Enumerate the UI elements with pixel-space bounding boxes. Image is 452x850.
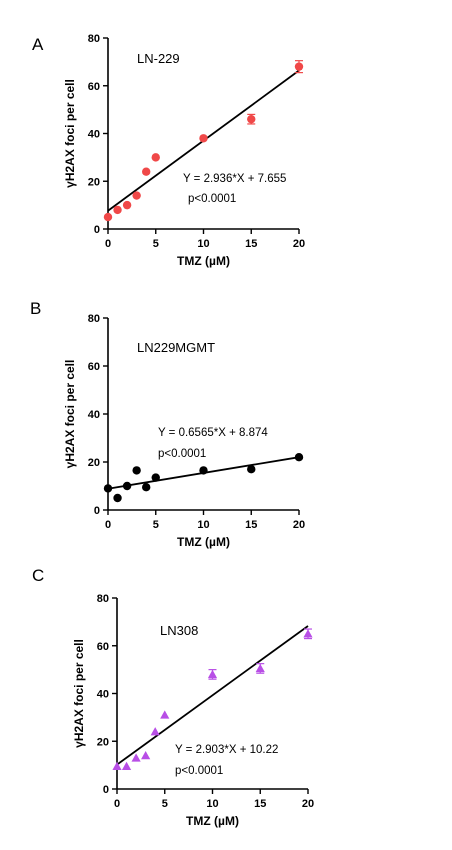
x-tick-label: 10	[206, 798, 218, 810]
y-tick-label: 80	[97, 593, 109, 605]
data-point-triangle	[303, 629, 313, 638]
data-point-circle	[103, 484, 113, 493]
data-point-triangle	[207, 669, 218, 679]
data-point-triangle	[121, 761, 132, 770]
x-tick-label: 5	[153, 238, 159, 250]
data-point-circle	[199, 134, 208, 143]
y-axis-label: γH2AX foci per cell	[72, 639, 86, 748]
data-point-circle	[247, 465, 256, 474]
series-label: LN308	[160, 623, 198, 638]
x-axis-label: TMZ (µM)	[186, 814, 239, 828]
y-tick-label: 20	[97, 736, 109, 748]
data-point-circle	[132, 466, 141, 475]
data-point-triangle	[131, 753, 141, 762]
fit-equation: Y = 0.6565*X + 8.874	[158, 427, 268, 439]
x-tick-label: 15	[254, 798, 266, 810]
data-point-triangle	[160, 710, 170, 719]
chart-panel-a: A 0 20 40 60 80 0 5 10 15 20 TMZ (µM) γH2AX foci per…	[32, 33, 305, 268]
data-point-circle	[247, 114, 256, 124]
p-value: p<0.0001	[158, 448, 206, 460]
chart-panel-b: B 0 20 40 60 80 0 5 10 15 20 TMZ (µM) γH2AX foci per…	[30, 299, 305, 549]
data-point-circle	[142, 483, 151, 492]
x-tick-label: 0	[114, 798, 120, 810]
panel-letter: A	[32, 35, 44, 54]
data-point-circle	[113, 493, 122, 503]
data-point-circle	[294, 62, 304, 71]
fit-equation: Y = 2.903*X + 10.22	[175, 744, 278, 756]
series-label: LN-229	[137, 51, 180, 66]
data-point-circle	[103, 212, 113, 222]
p-value: p<0.0001	[188, 193, 236, 205]
y-tick-label: 40	[88, 129, 100, 141]
regression-line	[116, 625, 309, 766]
p-value: p<0.0001	[175, 765, 223, 777]
y-tick-label: 40	[97, 689, 109, 701]
x-tick-label: 20	[293, 519, 305, 531]
y-tick-label: 80	[88, 33, 100, 45]
x-tick-label: 10	[197, 238, 209, 250]
x-tick-label: 10	[197, 519, 209, 531]
panel-letter: C	[32, 566, 44, 585]
x-axis-label: TMZ (µM)	[177, 254, 230, 268]
series-label: LN229MGMT	[137, 340, 215, 355]
y-tick-label: 80	[88, 313, 100, 325]
y-axis-label: γH2AX foci per cell	[63, 79, 77, 188]
x-tick-label: 5	[153, 519, 159, 531]
panel-letter: B	[30, 299, 41, 318]
y-axis-label: γH2AX foci per cell	[63, 360, 77, 469]
x-tick-label: 5	[162, 798, 168, 810]
data-point-circle	[199, 466, 208, 475]
y-tick-label: 0	[94, 505, 100, 517]
data-point-triangle	[141, 750, 151, 760]
data-point-triangle	[255, 663, 265, 673]
y-tick-label: 60	[97, 641, 109, 653]
data-point-circle	[122, 200, 132, 210]
data-point-circle	[151, 473, 160, 482]
chart-panel-c: C 0 20 40 60 80 0 5 10 15 20 TMZ (µM) γH2AX foci per…	[32, 566, 314, 828]
y-tick-label: 20	[88, 176, 100, 188]
data-point-circle	[132, 191, 141, 200]
x-tick-label: 0	[105, 238, 111, 250]
data-point-circle	[151, 153, 160, 162]
x-tick-label: 15	[245, 238, 257, 250]
data-point-circle	[122, 481, 132, 491]
data-point-triangle	[112, 761, 122, 770]
data-point-circle	[142, 167, 151, 176]
x-tick-label: 20	[302, 798, 314, 810]
fit-equation: Y = 2.936*X + 7.655	[183, 173, 286, 185]
y-tick-label: 40	[88, 409, 100, 421]
data-point-triangle	[150, 727, 160, 736]
data-point-circle	[294, 453, 304, 462]
y-tick-label: 0	[103, 784, 109, 796]
y-tick-label: 20	[88, 457, 100, 469]
y-tick-label: 0	[94, 224, 100, 236]
x-axis-label: TMZ (µM)	[177, 535, 230, 549]
data-point-circle	[113, 205, 122, 215]
y-tick-label: 60	[88, 81, 100, 93]
x-tick-label: 0	[105, 519, 111, 531]
x-tick-label: 20	[293, 238, 305, 250]
y-tick-label: 60	[88, 361, 100, 373]
x-tick-label: 15	[245, 519, 257, 531]
